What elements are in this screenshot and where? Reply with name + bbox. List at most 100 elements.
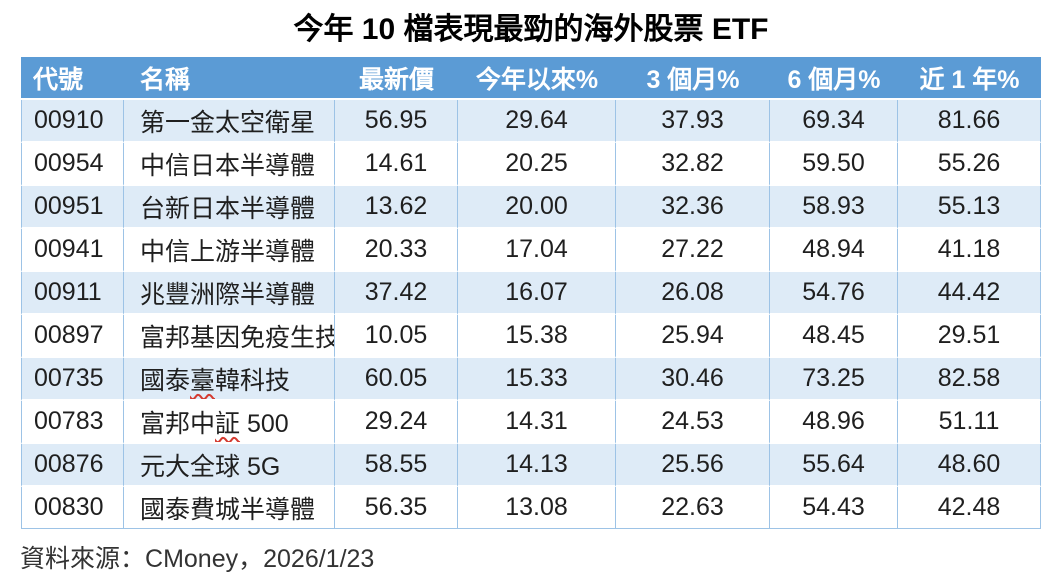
cell-1y: 82.58 bbox=[898, 358, 1041, 401]
cell-3m: 37.93 bbox=[616, 100, 770, 143]
cell-1y: 29.51 bbox=[898, 315, 1041, 358]
cell-price: 13.62 bbox=[335, 186, 458, 229]
table-row: 00951 台新日本半導體 13.62 20.00 32.36 58.93 55.13 bbox=[21, 186, 1041, 229]
cell-3m: 32.36 bbox=[616, 186, 770, 229]
cell-1y: 42.48 bbox=[898, 487, 1041, 529]
cell-6m: 73.25 bbox=[770, 358, 898, 401]
spellcheck-squiggle: 臺 bbox=[190, 366, 216, 395]
cell-6m: 54.43 bbox=[770, 487, 898, 529]
cell-ytd: 15.33 bbox=[458, 358, 616, 401]
cell-name: 中信上游半導體 bbox=[124, 229, 335, 272]
cell-name: 元大全球 5G bbox=[124, 444, 335, 487]
cell-1y: 51.11 bbox=[898, 401, 1041, 444]
cell-name: 兆豐洲際半導體 bbox=[124, 272, 335, 315]
cell-code: 00876 bbox=[21, 444, 124, 487]
cell-1y: 55.13 bbox=[898, 186, 1041, 229]
cell-price: 56.35 bbox=[335, 487, 458, 529]
cell-ytd: 20.25 bbox=[458, 143, 616, 186]
cell-code: 00910 bbox=[21, 100, 124, 143]
cell-3m: 25.94 bbox=[616, 315, 770, 358]
cell-code: 00911 bbox=[21, 272, 124, 315]
cell-ytd: 20.00 bbox=[458, 186, 616, 229]
cell-6m: 48.45 bbox=[770, 315, 898, 358]
cell-code: 00830 bbox=[21, 487, 124, 529]
cell-ytd: 15.38 bbox=[458, 315, 616, 358]
cell-code: 00897 bbox=[21, 315, 124, 358]
cell-code: 00783 bbox=[21, 401, 124, 444]
header-ytd: 今年以來% bbox=[458, 57, 616, 100]
cell-price: 29.24 bbox=[335, 401, 458, 444]
cell-name: 富邦中証 500 bbox=[124, 401, 335, 444]
cell-3m: 25.56 bbox=[616, 444, 770, 487]
table-header-row: 代號 名稱 最新價 今年以來% 3 個月% 6 個月% 近 1 年% bbox=[21, 57, 1041, 100]
header-6m: 6 個月% bbox=[770, 57, 898, 100]
table-row: 00911 兆豐洲際半導體 37.42 16.07 26.08 54.76 44.42 bbox=[21, 272, 1041, 315]
table-row: 00910 第一金太空衛星 56.95 29.64 37.93 69.34 81.66 bbox=[21, 100, 1041, 143]
header-code: 代號 bbox=[21, 57, 124, 100]
cell-price: 10.05 bbox=[335, 315, 458, 358]
table-row: 00941 中信上游半導體 20.33 17.04 27.22 48.94 41.18 bbox=[21, 229, 1041, 272]
etf-table: 代號 名稱 最新價 今年以來% 3 個月% 6 個月% 近 1 年% 00910… bbox=[21, 57, 1041, 529]
table-row: 00830 國泰費城半導體 56.35 13.08 22.63 54.43 42.48 bbox=[21, 487, 1041, 529]
table-body: 00910 第一金太空衛星 56.95 29.64 37.93 69.34 81.66 009… bbox=[21, 100, 1041, 529]
cell-price: 14.61 bbox=[335, 143, 458, 186]
table-header: 代號 名稱 最新價 今年以來% 3 個月% 6 個月% 近 1 年% bbox=[21, 57, 1041, 100]
cell-3m: 30.46 bbox=[616, 358, 770, 401]
cell-price: 60.05 bbox=[335, 358, 458, 401]
cell-1y: 55.26 bbox=[898, 143, 1041, 186]
cell-name: 國泰費城半導體 bbox=[124, 487, 335, 529]
data-source-note: 資料來源：CMoney，2026/1/23 bbox=[20, 539, 1062, 575]
cell-name: 中信日本半導體 bbox=[124, 143, 335, 186]
table-row: 00954 中信日本半導體 14.61 20.25 32.82 59.50 55.26 bbox=[21, 143, 1041, 186]
cell-code: 00951 bbox=[21, 186, 124, 229]
header-1y: 近 1 年% bbox=[898, 57, 1041, 100]
cell-6m: 48.96 bbox=[770, 401, 898, 444]
header-3m: 3 個月% bbox=[616, 57, 770, 100]
name-text: 500 bbox=[240, 409, 289, 438]
cell-1y: 44.42 bbox=[898, 272, 1041, 315]
cell-3m: 22.63 bbox=[616, 487, 770, 529]
name-text: 韓科技 bbox=[215, 366, 291, 395]
cell-price: 37.42 bbox=[335, 272, 458, 315]
cell-6m: 69.34 bbox=[770, 100, 898, 143]
table-row: 00735 國泰臺韓科技 60.05 15.33 30.46 73.25 82.58 bbox=[21, 358, 1041, 401]
spellcheck-squiggle: 証 bbox=[215, 409, 241, 438]
source-label: 資料來源： bbox=[20, 546, 146, 573]
cell-6m: 59.50 bbox=[770, 143, 898, 186]
cell-ytd: 17.04 bbox=[458, 229, 616, 272]
cell-name: 富邦基因免疫生技 bbox=[124, 315, 335, 358]
cell-3m: 24.53 bbox=[616, 401, 770, 444]
cell-code: 00941 bbox=[21, 229, 124, 272]
cell-ytd: 14.31 bbox=[458, 401, 616, 444]
table-row: 00876 元大全球 5G 58.55 14.13 25.56 55.64 48.60 bbox=[21, 444, 1041, 487]
cell-name: 台新日本半導體 bbox=[124, 186, 335, 229]
cell-price: 58.55 bbox=[335, 444, 458, 487]
cell-ytd: 14.13 bbox=[458, 444, 616, 487]
cell-3m: 26.08 bbox=[616, 272, 770, 315]
cell-3m: 32.82 bbox=[616, 143, 770, 186]
cell-6m: 55.64 bbox=[770, 444, 898, 487]
cell-name: 第一金太空衛星 bbox=[124, 100, 335, 143]
cell-name: 國泰臺韓科技 bbox=[124, 358, 335, 401]
cell-1y: 41.18 bbox=[898, 229, 1041, 272]
cell-code: 00735 bbox=[21, 358, 124, 401]
name-text: 國泰 bbox=[140, 366, 191, 395]
cell-6m: 54.76 bbox=[770, 272, 898, 315]
cell-6m: 48.94 bbox=[770, 229, 898, 272]
cell-1y: 48.60 bbox=[898, 444, 1041, 487]
name-text: 富邦中 bbox=[140, 409, 216, 438]
page-title: 今年 10 檔表現最勁的海外股票 ETF bbox=[293, 13, 769, 46]
header-price: 最新價 bbox=[335, 57, 458, 100]
table-row: 00783 富邦中証 500 29.24 14.31 24.53 48.96 51.11 bbox=[21, 401, 1041, 444]
cell-1y: 81.66 bbox=[898, 100, 1041, 143]
header-name: 名稱 bbox=[124, 57, 335, 100]
cell-code: 00954 bbox=[21, 143, 124, 186]
cell-ytd: 29.64 bbox=[458, 100, 616, 143]
cell-ytd: 16.07 bbox=[458, 272, 616, 315]
cell-3m: 27.22 bbox=[616, 229, 770, 272]
table-row: 00897 富邦基因免疫生技 10.05 15.38 25.94 48.45 29.51 bbox=[21, 315, 1041, 358]
cell-6m: 58.93 bbox=[770, 186, 898, 229]
cell-price: 56.95 bbox=[335, 100, 458, 143]
cell-price: 20.33 bbox=[335, 229, 458, 272]
